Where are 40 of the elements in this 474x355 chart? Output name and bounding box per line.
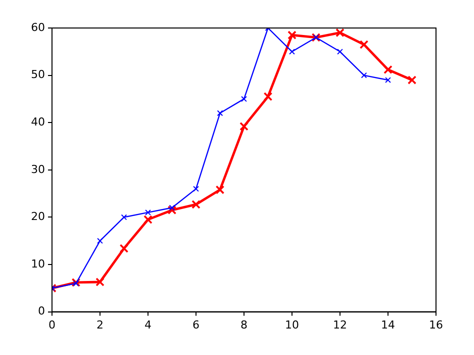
x-tick-label: 10 [285, 318, 299, 332]
y-tick-label: 50 [30, 68, 45, 82]
point [336, 28, 344, 38]
y-tick-label: 20 [30, 210, 45, 224]
x-tick-label: 2 [96, 318, 104, 332]
point [288, 30, 296, 40]
point [145, 209, 151, 216]
point [192, 200, 200, 209]
point [168, 206, 176, 215]
point [337, 48, 343, 55]
point [217, 110, 223, 116]
point [289, 48, 295, 55]
y-tick-label: 60 [30, 20, 45, 34]
point [385, 77, 391, 84]
x-tick-label: 0 [48, 318, 56, 332]
point [264, 92, 272, 102]
x-tick-label: 6 [192, 318, 200, 332]
y-tick-label: 30 [30, 162, 45, 176]
point [121, 214, 127, 220]
point [97, 238, 103, 244]
point [193, 186, 199, 192]
x-tick-label: 14 [381, 318, 395, 332]
point [169, 204, 175, 211]
point [241, 96, 247, 102]
point [361, 72, 367, 78]
point [384, 65, 392, 74]
point [216, 185, 224, 194]
point [120, 244, 128, 253]
point [408, 76, 416, 84]
y-tick-label: 40 [30, 115, 45, 128]
point [240, 122, 248, 131]
x-tick-label: 4 [144, 318, 152, 332]
x-tick-label: 8 [240, 318, 248, 332]
point [96, 278, 104, 286]
point [360, 40, 368, 49]
x-tick-label: 12 [333, 318, 347, 332]
y-tick-label: 10 [30, 257, 45, 270]
x-tick-label: 16 [429, 318, 443, 332]
y-tick-label: 0 [38, 304, 45, 318]
point [144, 215, 152, 224]
